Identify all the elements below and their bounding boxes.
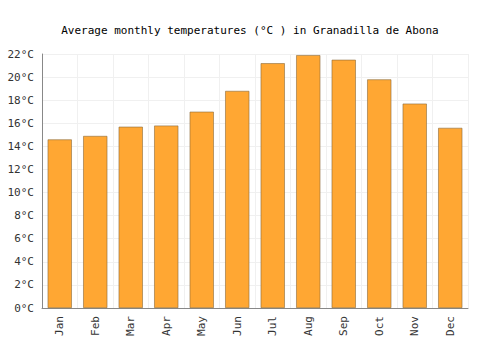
svg-text:0°C: 0°C: [14, 302, 34, 315]
svg-text:20°C: 20°C: [8, 71, 35, 84]
svg-text:May: May: [195, 316, 208, 336]
svg-text:Nov: Nov: [408, 316, 421, 336]
svg-text:22°C: 22°C: [8, 48, 35, 61]
svg-text:Average monthly temperatures (: Average monthly temperatures (°C ) in Gr…: [61, 24, 439, 37]
svg-text:18°C: 18°C: [8, 94, 35, 107]
svg-text:12°C: 12°C: [8, 163, 35, 176]
svg-text:Dec: Dec: [444, 316, 457, 336]
svg-text:16°C: 16°C: [8, 117, 35, 130]
svg-text:2°C: 2°C: [14, 278, 34, 291]
svg-text:14°C: 14°C: [8, 140, 35, 153]
svg-text:Feb: Feb: [89, 316, 102, 336]
svg-text:8°C: 8°C: [14, 209, 34, 222]
svg-text:Jul: Jul: [266, 316, 279, 336]
svg-text:Mar: Mar: [124, 316, 137, 336]
svg-text:4°C: 4°C: [14, 255, 34, 268]
svg-text:Apr: Apr: [160, 316, 173, 336]
svg-text:Jun: Jun: [231, 316, 244, 336]
svg-text:Oct: Oct: [373, 316, 386, 336]
svg-text:Aug: Aug: [302, 316, 315, 336]
svg-text:10°C: 10°C: [8, 186, 35, 199]
svg-text:6°C: 6°C: [14, 232, 34, 245]
svg-text:Jan: Jan: [53, 316, 66, 336]
svg-text:Sep: Sep: [337, 316, 350, 336]
